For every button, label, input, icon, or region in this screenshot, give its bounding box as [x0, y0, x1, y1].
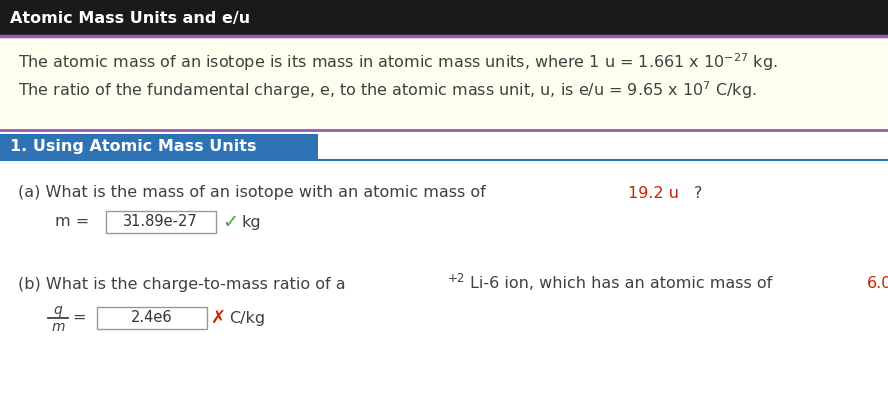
Text: The ratio of the fundamental charge, e, to the atomic mass unit, u, is e/u = 9.6: The ratio of the fundamental charge, e, …: [18, 79, 757, 101]
Text: =: =: [73, 310, 91, 325]
Text: 2.4e6: 2.4e6: [131, 310, 173, 325]
Text: kg: kg: [242, 215, 261, 230]
Text: The atomic mass of an isotope is its mass in atomic mass units, where 1 u = 1.66: The atomic mass of an isotope is its mas…: [18, 51, 778, 73]
Text: 1. Using Atomic Mass Units: 1. Using Atomic Mass Units: [10, 139, 257, 154]
Text: (a) What is the mass of an isotope with an atomic mass of: (a) What is the mass of an isotope with …: [18, 186, 491, 201]
Text: 19.2 u: 19.2 u: [628, 186, 679, 201]
Text: q: q: [53, 303, 62, 317]
Text: m =: m =: [55, 215, 94, 230]
Text: ?: ?: [694, 186, 702, 201]
FancyBboxPatch shape: [0, 38, 888, 130]
FancyBboxPatch shape: [97, 307, 207, 329]
FancyBboxPatch shape: [0, 0, 888, 36]
FancyBboxPatch shape: [106, 211, 216, 233]
Text: Li-6 ion, which has an atomic mass of: Li-6 ion, which has an atomic mass of: [470, 277, 777, 292]
Text: Atomic Mass Units and e/u: Atomic Mass Units and e/u: [10, 10, 250, 25]
Text: +2: +2: [448, 272, 464, 285]
Text: C/kg: C/kg: [229, 310, 266, 325]
Text: 6.015: 6.015: [867, 277, 888, 292]
Text: ✓: ✓: [222, 213, 238, 231]
Text: 31.89e-27: 31.89e-27: [123, 215, 198, 230]
Text: ✗: ✗: [211, 309, 226, 327]
Text: (b) What is the charge-to-mass ratio of a: (b) What is the charge-to-mass ratio of …: [18, 277, 351, 292]
Text: m: m: [52, 320, 65, 334]
FancyBboxPatch shape: [0, 134, 318, 160]
